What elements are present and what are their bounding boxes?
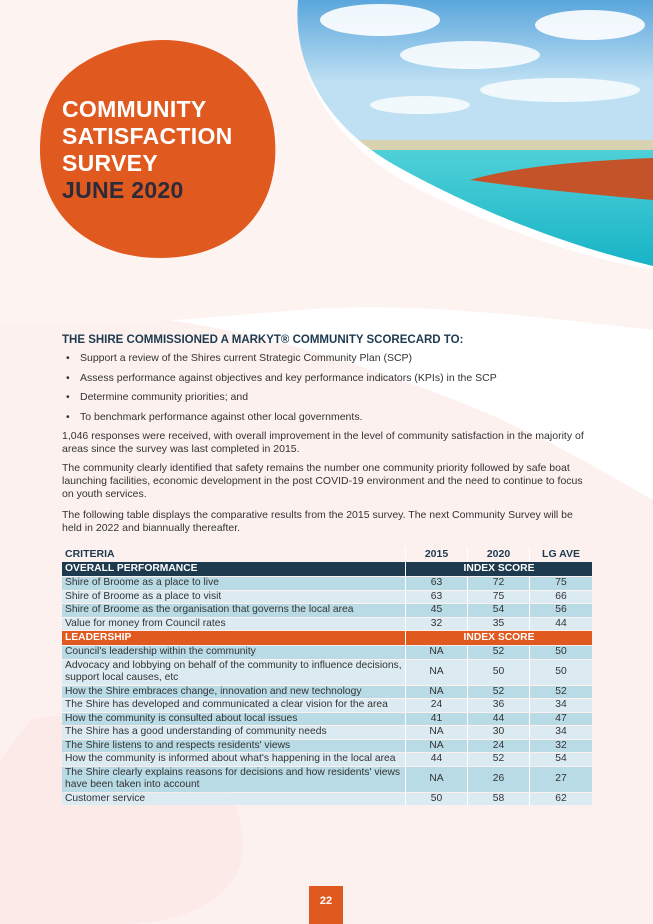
score-cell: NA (405, 726, 467, 739)
score-cell: NA (405, 766, 467, 792)
section-name: OVERALL PERFORMANCE (62, 562, 405, 576)
title-blob (40, 40, 276, 259)
title-line: COMMUNITY (62, 96, 207, 122)
score-cell: 75 (529, 577, 592, 590)
paragraph: The following table displays the compara… (62, 509, 573, 534)
score-cell: 63 (405, 590, 467, 603)
bullet: Support a review of the Shires current S… (66, 350, 497, 370)
table-row: How the community is consulted about loc… (62, 712, 592, 725)
criteria-cell: How the community is consulted about loc… (62, 712, 405, 725)
score-cell: 34 (529, 699, 592, 712)
score-cell: NA (405, 646, 467, 659)
score-cell: 50 (405, 792, 467, 805)
table-row: How the Shire embraces change, innovatio… (62, 685, 592, 698)
criteria-cell: How the Shire embraces change, innovatio… (62, 685, 405, 698)
table-row: The Shire has a good understanding of co… (62, 726, 592, 739)
score-cell: 24 (405, 699, 467, 712)
section-name: LEADERSHIP (62, 631, 405, 645)
section-row: LEADERSHIP INDEX SCORE (62, 631, 592, 645)
title: COMMUNITY SATISFACTION SURVEY JUNE 2020 (62, 96, 233, 204)
score-cell: 58 (467, 792, 529, 805)
criteria-cell: The Shire has a good understanding of co… (62, 726, 405, 739)
bullet-list: Support a review of the Shires current S… (66, 350, 497, 429)
criteria-cell: How the community is informed about what… (62, 753, 405, 766)
score-cell: 30 (467, 726, 529, 739)
table-row: Shire of Broome as a place to live 63 72 75 (62, 577, 592, 590)
table-row: Shire of Broome as a place to visit 63 75 6… (62, 590, 592, 603)
bullet: Assess performance against objectives an… (66, 370, 497, 390)
title-line: SURVEY (62, 150, 158, 176)
table-row: The Shire listens to and respects reside… (62, 739, 592, 752)
criteria-cell: Council's leadership within the communit… (62, 646, 405, 659)
score-cell: 24 (467, 739, 529, 752)
criteria-cell: The Shire clearly explains reasons for d… (62, 766, 405, 792)
column-header: CRITERIA (65, 547, 115, 560)
score-cell: 52 (467, 685, 529, 698)
score-cell: 32 (529, 739, 592, 752)
score-cell: 34 (529, 726, 592, 739)
score-cell: NA (405, 659, 467, 685)
score-cell: 52 (529, 685, 592, 698)
section-heading: THE SHIRE COMMISSIONED A MARKYT® COMMUNI… (62, 334, 464, 346)
score-cell: 44 (405, 753, 467, 766)
score-cell: 35 (467, 617, 529, 630)
column-header: 2015 (405, 547, 467, 561)
table-row: Shire of Broome as the organisation that… (62, 604, 592, 617)
score-cell: 52 (467, 753, 529, 766)
score-cell: 26 (467, 766, 529, 792)
subtitle: JUNE 2020 (62, 177, 184, 203)
title-line: SATISFACTION (62, 123, 233, 149)
table-row: The Shire clearly explains reasons for d… (62, 766, 592, 792)
results-table: CRITERIA 2015 2020 LG AVE OVERALL PERFORMANC… (62, 546, 592, 806)
score-cell: 47 (529, 712, 592, 725)
table-row: Customer service 50 58 62 (62, 792, 592, 805)
score-cell: 54 (529, 753, 592, 766)
criteria-cell: Customer service (62, 792, 405, 805)
score-cell: NA (405, 739, 467, 752)
score-cell: 44 (529, 617, 592, 630)
score-cell: 54 (467, 604, 529, 617)
section-label: INDEX SCORE (405, 631, 592, 645)
table-row: How the community is informed about what… (62, 753, 592, 766)
table-row: Value for money from Council rates 32 35 44 (62, 617, 592, 630)
criteria-cell: The Shire listens to and respects reside… (62, 739, 405, 752)
score-cell: 36 (467, 699, 529, 712)
score-cell: 56 (529, 604, 592, 617)
table-row: Council's leadership within the communit… (62, 646, 592, 659)
score-cell: 50 (529, 659, 592, 685)
criteria-cell: The Shire has developed and communicated… (62, 699, 405, 712)
section-label: INDEX SCORE (405, 562, 592, 576)
score-cell: 50 (529, 646, 592, 659)
criteria-cell: Advocacy and lobbying on behalf of the c… (62, 659, 405, 685)
section-row: OVERALL PERFORMANCE INDEX SCORE (62, 562, 592, 576)
table-row: Advocacy and lobbying on behalf of the c… (62, 659, 592, 685)
score-cell: 32 (405, 617, 467, 630)
header-row: CRITERIA 2015 2020 LG AVE (62, 547, 592, 561)
score-cell: 27 (529, 766, 592, 792)
score-cell: 66 (529, 590, 592, 603)
score-cell: 75 (467, 590, 529, 603)
score-cell: 62 (529, 792, 592, 805)
score-cell: NA (405, 685, 467, 698)
paragraph: 1,046 responses were received, with over… (62, 430, 584, 455)
score-cell: 41 (405, 712, 467, 725)
criteria-cell: Shire of Broome as the organisation that… (62, 604, 405, 617)
score-cell: 50 (467, 659, 529, 685)
criteria-cell: Value for money from Council rates (62, 617, 405, 630)
score-cell: 63 (405, 577, 467, 590)
score-cell: 44 (467, 712, 529, 725)
score-cell: 52 (467, 646, 529, 659)
score-cell: 72 (467, 577, 529, 590)
paragraph: The community clearly identified that sa… (62, 462, 583, 500)
column-header: LG AVE (529, 547, 592, 561)
criteria-cell: Shire of Broome as a place to live (62, 577, 405, 590)
bullet: Determine community priorities; and (66, 389, 497, 409)
bullet: To benchmark performance against other l… (66, 409, 497, 429)
column-header: 2020 (467, 547, 529, 561)
criteria-cell: Shire of Broome as a place to visit (62, 590, 405, 603)
table-row: The Shire has developed and communicated… (62, 699, 592, 712)
score-cell: 45 (405, 604, 467, 617)
page-number: 22 (309, 886, 343, 924)
